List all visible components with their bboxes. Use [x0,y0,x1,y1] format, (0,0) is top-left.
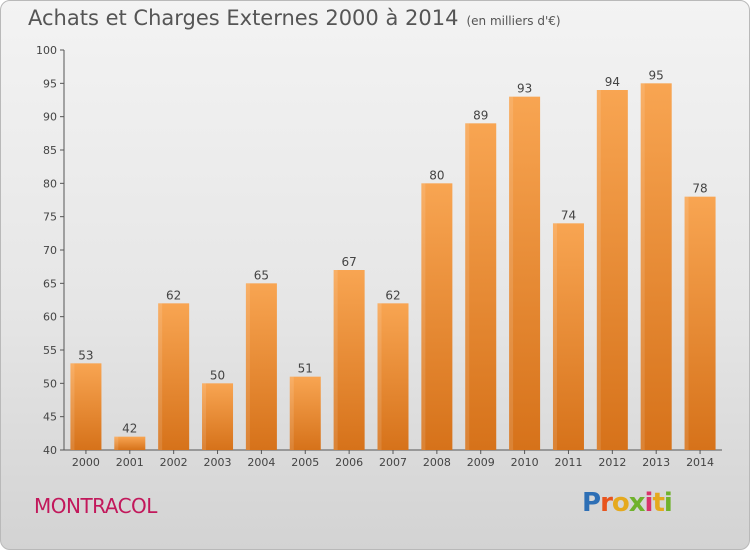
bar [202,383,234,450]
y-tick-label: 60 [43,311,57,324]
bar-highlight [289,376,294,450]
bar [377,303,409,450]
bar-highlight [509,96,514,451]
x-tick-label: 2012 [598,456,626,469]
bar [70,363,102,450]
x-tick-label: 2013 [642,456,670,469]
y-tick-label: 50 [43,377,57,390]
y-tick-label: 75 [43,211,57,224]
bar-value-label: 95 [649,68,664,82]
bar-value-label: 80 [429,168,444,182]
bar-value-label: 50 [210,368,225,382]
bar [421,183,453,451]
x-tick-label: 2000 [72,456,100,469]
x-tick-label: 2003 [204,456,232,469]
x-tick-label: 2005 [291,456,319,469]
bar [158,303,190,450]
x-tick-label: 2014 [686,456,714,469]
proxiti-logo: Proxiti [582,488,673,518]
bar-highlight [377,303,382,450]
bar [684,196,716,450]
bar-highlight [202,383,207,450]
bar [289,376,321,450]
bar-value-label: 93 [517,82,532,96]
bars [70,83,716,451]
y-tick-label: 90 [43,111,57,124]
x-tick-label: 2008 [423,456,451,469]
x-tick-label: 2011 [554,456,582,469]
bar-value-label: 94 [605,75,620,89]
bar [114,436,146,450]
bar-highlight [465,123,470,450]
x-tick-label: 2010 [511,456,539,469]
bar-highlight [640,83,645,450]
value-labels: 53 42 62 50 65 51 67 62 80 89 93 74 94 95 78 [78,68,707,435]
bar [245,283,277,450]
x-tick-label: 2004 [247,456,275,469]
bar-value-label: 74 [561,208,576,222]
bar-value-label: 62 [385,288,400,302]
bar [465,123,497,450]
chart-title-text: Achats et Charges Externes 2000 à 2014 [28,6,459,30]
bar-value-label: 65 [254,268,269,282]
bar-value-label: 89 [473,108,488,122]
y-tick-label: 40 [43,444,57,457]
chart-title: Achats et Charges Externes 2000 à 2014 (e… [28,6,561,30]
bar-highlight [552,223,557,450]
bar-highlight [158,303,163,450]
x-tick-label: 2002 [160,456,188,469]
y-tick-label: 100 [36,44,57,57]
bar-value-label: 53 [78,348,93,362]
bar [552,223,584,450]
bar-highlight [421,183,426,451]
y-tick-label: 85 [43,144,57,157]
bar-highlight [596,90,601,450]
bar [596,90,628,450]
y-tick-label: 95 [43,77,57,90]
bar-value-label: 51 [298,362,313,376]
bar-highlight [333,270,338,450]
bar-highlight [70,363,75,450]
bar-highlight [684,196,689,450]
bar [640,83,672,450]
bar-value-label: 67 [341,255,356,269]
y-tick-label: 45 [43,411,57,424]
bar [333,270,365,450]
bar-highlight [114,436,119,450]
bar-value-label: 78 [692,182,707,196]
y-tick-label: 70 [43,244,57,257]
bar [509,96,541,451]
chart-subtitle: (en milliers d'€) [466,14,561,28]
x-tick-label: 2007 [379,456,407,469]
bar-value-label: 62 [166,288,181,302]
commune-name: MONTRACOL [34,494,157,518]
x-tick-label: 2001 [116,456,144,469]
x-tick-label: 2006 [335,456,363,469]
y-tick-label: 80 [43,177,57,190]
bar-highlight [245,283,250,450]
x-tick-label: 2009 [467,456,495,469]
y-tick-label: 65 [43,277,57,290]
y-tick-label: 55 [43,344,57,357]
bar-value-label: 42 [122,422,137,436]
